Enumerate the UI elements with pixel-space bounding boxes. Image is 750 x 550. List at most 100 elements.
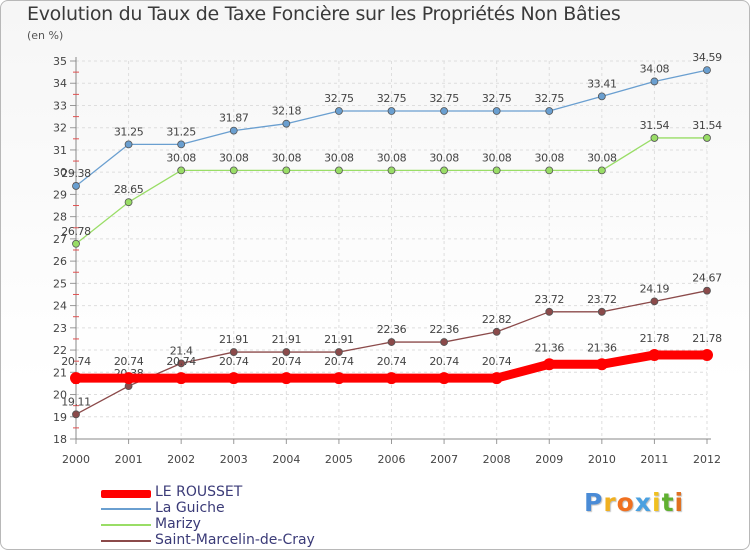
x-tick-label: 2010 (588, 453, 616, 466)
data-point (72, 239, 80, 248)
logo-letter: P (584, 488, 604, 517)
y-tick-label: 24 (53, 300, 67, 313)
data-point (70, 372, 82, 385)
data-point (122, 372, 135, 385)
data-point (597, 92, 606, 101)
x-tick-label: 2005 (325, 453, 353, 466)
logo-letter: t (661, 488, 675, 517)
data-point (703, 66, 711, 75)
data-point (229, 126, 238, 135)
data-label: 34.08 (640, 62, 670, 75)
data-label: 21.36 (587, 341, 617, 354)
data-point (492, 107, 501, 115)
data-point (387, 107, 396, 115)
x-tick-label: 2006 (378, 453, 406, 466)
series-marizy: 26.78 28.65 30.08 30.08 30.08 30.08 30.08 30.08… (61, 119, 723, 248)
data-point (595, 358, 608, 371)
y-tick-label: 30 (53, 166, 67, 179)
legend-label: LE ROUSSET (155, 484, 243, 500)
data-point (545, 107, 554, 115)
series-saint-marcelin-de-cray: 19.1120.3821.421.9121.9121.9122.3622.362… (61, 272, 723, 419)
data-point (703, 134, 711, 142)
x-tick-label: 2011 (640, 453, 668, 466)
y-tick-label: 18 (53, 433, 67, 446)
data-point (282, 119, 291, 128)
data-point (280, 372, 293, 385)
data-label: 29.38 (61, 167, 91, 180)
logo-letter: r (603, 488, 617, 517)
data-point (440, 166, 448, 175)
data-point (440, 338, 448, 346)
data-point (597, 166, 606, 175)
legend-swatch-la-guiche (101, 508, 151, 510)
x-tick-label: 2001 (115, 453, 143, 466)
data-label: 24.19 (640, 282, 670, 295)
data-label: 20.74 (429, 355, 459, 368)
legend-swatch-marizy (101, 524, 151, 526)
legend-item-saint-marcelin: Saint-Marcelin-de-Cray (101, 532, 361, 549)
data-point (72, 182, 80, 190)
data-label: 31.87 (219, 112, 249, 125)
data-label: 33.41 (587, 77, 617, 90)
data-label: 21.4 (170, 344, 193, 357)
data-label: 31.25 (114, 125, 144, 138)
data-point (227, 372, 240, 385)
data-label: 32.75 (377, 92, 407, 105)
y-axis-unit: (en %) (27, 29, 64, 42)
data-point (175, 372, 188, 385)
data-label: 20.74 (166, 355, 196, 368)
data-label: 21.91 (324, 333, 354, 346)
legend-label: Saint-Marcelin-de-Cray (155, 532, 315, 548)
data-label: 20.74 (482, 355, 512, 368)
data-label: 30.08 (166, 151, 196, 164)
y-tick-label: 29 (53, 188, 67, 201)
logo-letter: x (634, 488, 652, 517)
chart-title: Evolution du Taux de Taxe Foncière sur l… (27, 3, 621, 25)
x-tick-label: 2008 (483, 453, 511, 466)
y-tick-label: 32 (53, 122, 67, 135)
data-point (72, 410, 80, 419)
data-point (177, 359, 186, 368)
series-la-guiche: 29.38 31.25 31.25 31.87 32.18 32.75 32.75 32.75… (61, 51, 723, 190)
x-tick-label: 2009 (535, 453, 563, 466)
legend-item-la-guiche: La Guiche (101, 500, 361, 517)
series-group: 29.38 31.25 31.25 31.87 32.18 32.75 32.75 32.75… (61, 51, 723, 419)
x-tick-label: 2012 (693, 453, 721, 466)
data-point (492, 166, 501, 175)
data-label: 34.59 (692, 51, 722, 64)
legend-swatch-saint-marcelin (101, 540, 151, 542)
y-tick-label: 20 (53, 389, 67, 402)
data-point (387, 166, 396, 175)
data-label: 21.78 (692, 332, 722, 345)
data-label: 30.08 (324, 151, 354, 164)
data-point (545, 166, 554, 175)
data-point (650, 77, 659, 86)
data-point (177, 140, 186, 149)
data-point (229, 166, 238, 175)
data-label: 30.08 (377, 151, 407, 164)
x-tick-label: 2007 (430, 453, 458, 466)
y-tick-label: 35 (53, 55, 67, 68)
x-tick-label: 2004 (272, 453, 300, 466)
x-tick-label: 2000 (62, 453, 90, 466)
data-point (282, 348, 291, 356)
data-label: 21.91 (272, 333, 302, 346)
data-point (545, 307, 554, 316)
legend-label: La Guiche (155, 500, 225, 516)
y-tick-label: 22 (53, 344, 67, 357)
data-label: 23.72 (535, 293, 565, 306)
data-point (335, 348, 343, 356)
axes: 18 19 20 21 22 23 24 25 26 27 28 29 30 31 32 33 34 35 2000… (53, 55, 721, 466)
y-tick-label: 21 (53, 366, 67, 379)
data-label: 20.74 (377, 355, 407, 368)
logo-letter: i (652, 488, 662, 517)
data-point (543, 358, 556, 371)
data-label: 30.08 (587, 151, 617, 164)
data-point (650, 297, 659, 306)
data-point (124, 140, 133, 149)
logo-letter: i (674, 488, 685, 517)
y-tick-label: 28 (53, 211, 67, 224)
data-point (385, 372, 398, 385)
